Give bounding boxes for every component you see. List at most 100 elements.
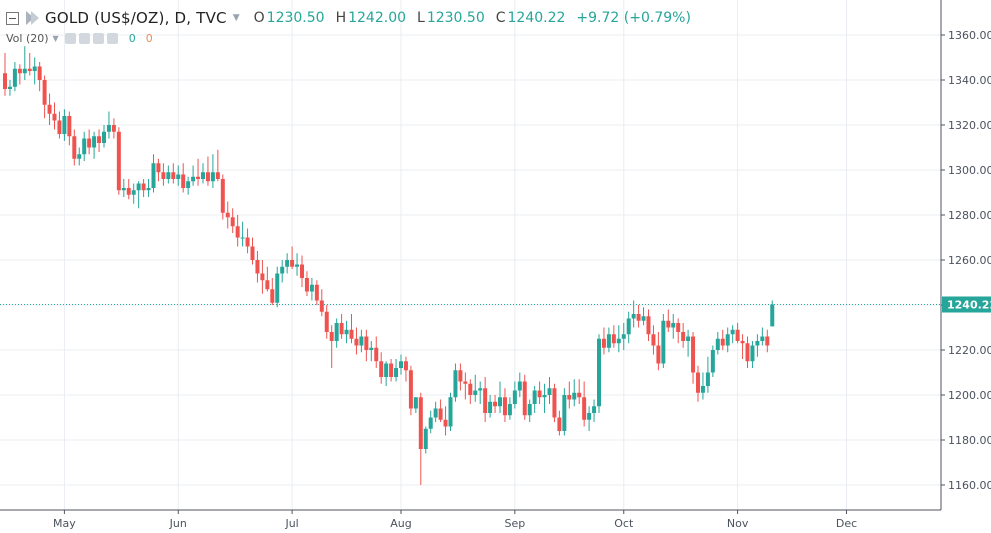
candle-body [230, 217, 235, 227]
candle-body [592, 406, 597, 413]
candle-body [403, 361, 408, 371]
change-value: +9.72 (+0.79%) [576, 10, 691, 26]
candle-body [473, 390, 478, 395]
candle-body [220, 179, 225, 213]
price-tick-label: 1180.00 [948, 434, 991, 447]
candle-body [300, 264, 304, 278]
candles [3, 46, 775, 485]
candle-body [725, 334, 730, 346]
candle-body [611, 334, 616, 344]
price-tick-label: 1360.00 [948, 29, 991, 42]
candle-body [631, 314, 636, 319]
candle-body [136, 183, 141, 191]
candle-body [433, 408, 438, 418]
month-tick-label: Sep [504, 517, 525, 530]
collapse-legend-icon[interactable] [6, 11, 19, 25]
candle-body [745, 343, 750, 362]
close-icon[interactable] [106, 32, 118, 44]
candle-body [493, 401, 498, 407]
candle-body [507, 404, 512, 416]
candle-body [319, 300, 324, 312]
month-tick-label: Dec [836, 517, 857, 530]
candle-body [245, 237, 250, 247]
candle-body [106, 125, 111, 132]
candle-body [408, 370, 413, 409]
candle-body [681, 332, 686, 341]
candle-body [597, 338, 601, 407]
open-value: 1230.50 [266, 10, 325, 26]
candle-body [141, 183, 146, 191]
candle-body [502, 397, 507, 416]
candle-body [37, 66, 42, 80]
candle-body [131, 190, 136, 195]
candle-body [201, 172, 205, 179]
chevron-down-icon[interactable]: ▼ [52, 33, 59, 43]
candle-body [399, 361, 403, 368]
candle-body [309, 284, 314, 292]
candle-body [97, 136, 102, 143]
candle-body [111, 125, 116, 132]
candle-body [181, 174, 186, 188]
price-tick-label: 1280.00 [948, 209, 991, 222]
candle-body [334, 323, 339, 341]
price-tick-label: 1340.00 [948, 74, 991, 87]
candle-body [567, 395, 572, 400]
candle-body [537, 390, 542, 398]
candle-body [364, 336, 369, 350]
candle-body [547, 388, 552, 395]
candle-body [646, 316, 651, 335]
candle-body [601, 338, 606, 348]
candle-body [369, 347, 374, 350]
candle-body [210, 172, 215, 182]
candle-body [87, 138, 92, 148]
add-icon[interactable] [92, 32, 104, 44]
candle-body [443, 419, 448, 427]
candle-body [102, 131, 106, 143]
candle-body [587, 413, 592, 420]
candle-body [374, 347, 379, 362]
visibility-icon[interactable] [64, 32, 76, 44]
candle-body [166, 172, 171, 179]
volume-indicator-label[interactable]: Vol (20) [6, 31, 49, 45]
price-tick-label: 1320.00 [948, 119, 991, 132]
symbol-title[interactable]: GOLD (US$/OZ), D, TVC [45, 9, 227, 27]
candle-body [67, 116, 72, 137]
candle-body [463, 381, 468, 384]
close-label: C [495, 10, 506, 26]
candle-body [290, 260, 295, 267]
candle-body [755, 341, 760, 346]
candle-body [552, 388, 557, 418]
candle-body [161, 172, 166, 179]
candle-body [339, 323, 344, 335]
candle-body [606, 334, 611, 348]
volume-value-a: 0 [128, 31, 136, 45]
candle-body [196, 176, 201, 179]
month-tick-label: May [53, 517, 76, 530]
open-label: O [253, 10, 265, 26]
candle-body [324, 311, 329, 332]
candle-body [458, 370, 463, 382]
candle-body [582, 397, 587, 420]
candle-body [314, 284, 319, 301]
candle-body [557, 417, 562, 431]
candle-body [295, 264, 300, 267]
candle-body [468, 383, 473, 395]
candle-body [438, 408, 443, 420]
candle-body [235, 226, 240, 238]
settings-icon[interactable] [78, 32, 90, 44]
candle-body [686, 336, 691, 341]
symbol-legend: GOLD (US$/OZ), D, TVC ▼ O 1230.50 H 1242.0… [6, 8, 691, 28]
candle-body [116, 131, 121, 191]
candle-body [275, 273, 280, 303]
candle-body [705, 372, 710, 386]
candle-body [770, 304, 775, 327]
candle-body [691, 336, 696, 373]
candle-body [92, 136, 97, 148]
chevron-down-icon[interactable]: ▼ [232, 13, 240, 23]
low-value: 1230.50 [426, 10, 485, 26]
candle-body [121, 188, 126, 191]
candle-body [483, 388, 488, 413]
candle-body [621, 334, 626, 339]
